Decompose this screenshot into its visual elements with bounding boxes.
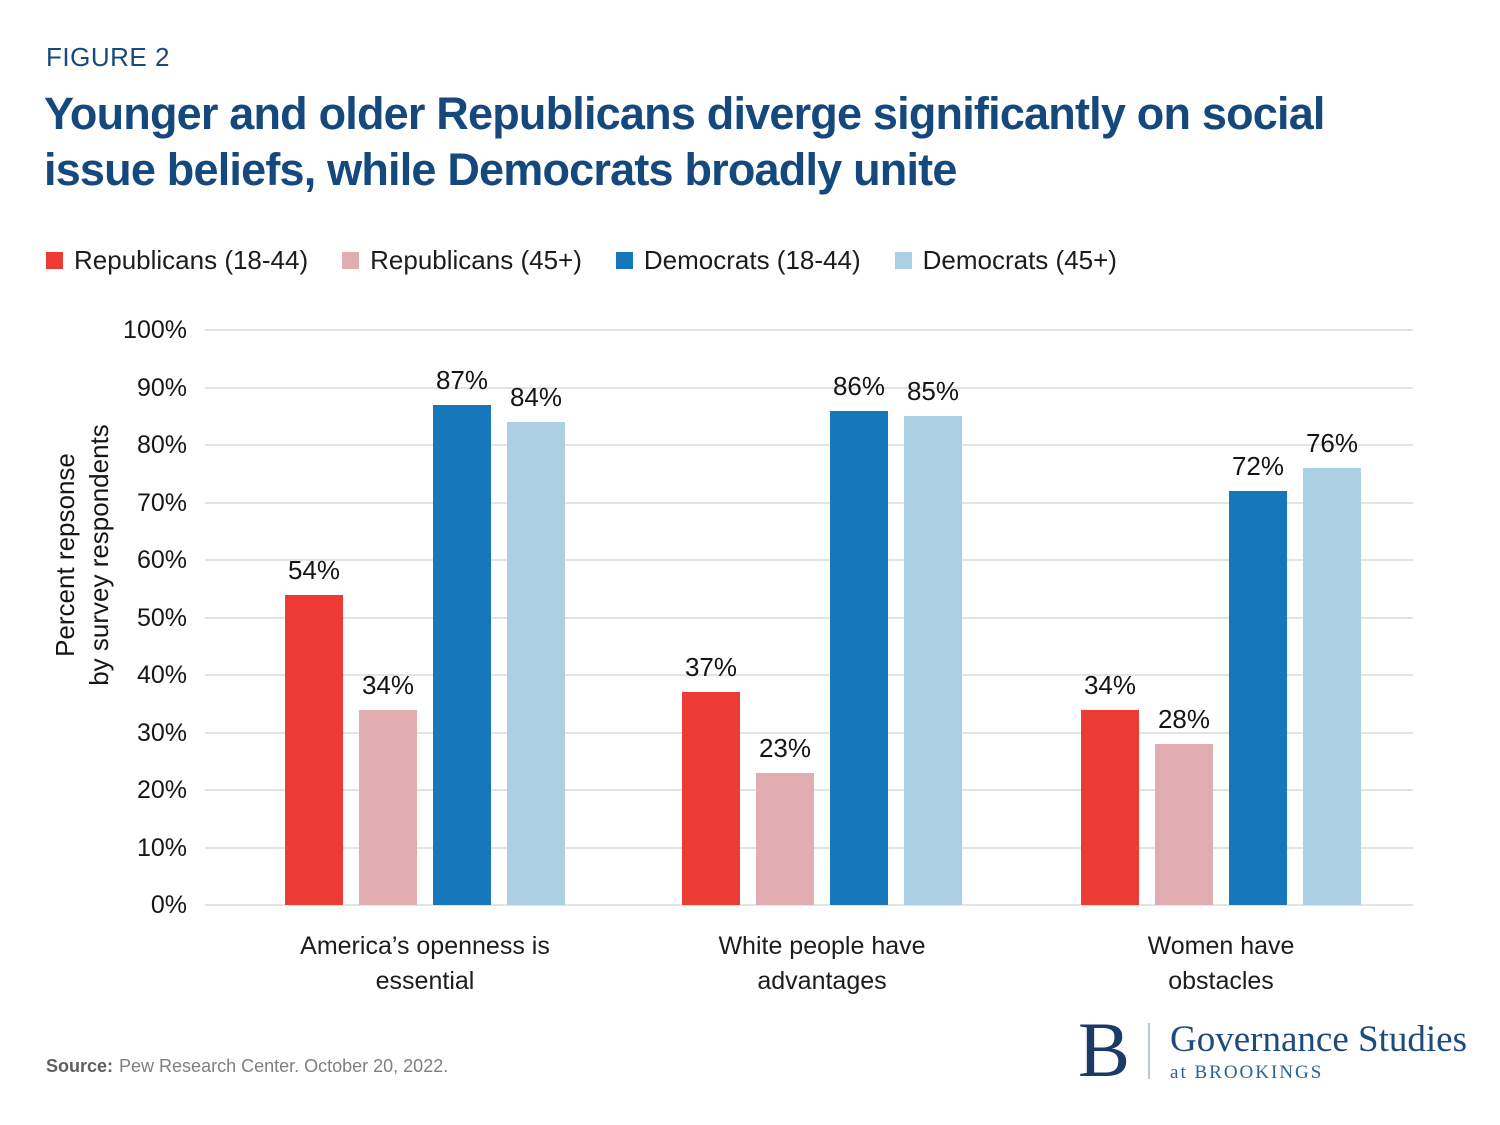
category-label-1: America’s openness is essential xyxy=(250,929,600,999)
y-axis-title-line-1: Percent repsonse xyxy=(50,453,80,657)
bar-democrats-45- xyxy=(904,416,962,905)
gridline-100 xyxy=(205,329,1413,331)
legend-swatch-icon xyxy=(615,252,633,269)
bar-column: 34% xyxy=(1081,330,1139,905)
legend: Republicans (18-44) Republicans (45+) Demo… xyxy=(46,245,1117,276)
bar-democrats-45- xyxy=(507,422,565,905)
y-tick-label-50: 50% xyxy=(136,603,187,632)
brookings-logo: B Governance Studies at BROOKINGS xyxy=(1078,1006,1467,1093)
category-label-2: White people have advantages xyxy=(647,929,997,999)
logo-text: Governance Studies at BROOKINGS xyxy=(1170,1020,1467,1084)
bar-democrats-18-44- xyxy=(433,404,491,905)
bar-value-label: 54% xyxy=(287,554,341,585)
gridline-60 xyxy=(205,559,1413,561)
source-label: Source: xyxy=(46,1056,114,1076)
y-tick-label-90: 90% xyxy=(136,373,187,402)
bar-group-1: 54% 34% 87% 84% xyxy=(285,330,565,905)
gridline-0 xyxy=(205,904,1413,906)
y-tick-label-10: 10% xyxy=(136,833,187,862)
bar-column: 72% xyxy=(1229,330,1287,905)
source-text: Pew Research Center. October 20, 2022. xyxy=(119,1056,449,1076)
legend-item-label: Democrats (18-44) xyxy=(643,245,861,275)
category-label-3: Women have obstacles xyxy=(1046,929,1396,999)
source-note: Source: Pew Research Center. October 20, … xyxy=(46,1056,448,1077)
bar-democrats-45- xyxy=(1303,468,1361,905)
bar-value-label: 34% xyxy=(1083,669,1137,700)
bar-value-label: 86% xyxy=(832,370,886,401)
gridline-40 xyxy=(205,674,1413,676)
bar-democrats-18-44- xyxy=(1229,491,1287,905)
bar-republicans-18-44- xyxy=(285,594,343,905)
bar-value-label: 72% xyxy=(1231,451,1285,481)
legend-item-1: Republicans (18-44) xyxy=(46,245,308,276)
category-label-line: America’s openness is xyxy=(300,932,550,960)
gridline-30 xyxy=(205,731,1413,734)
bar-group-3: 34% 28% 72% 76% xyxy=(1081,330,1361,905)
category-label-line: White people have xyxy=(718,932,926,960)
y-tick-label-20: 20% xyxy=(136,776,187,804)
bar-republicans-45- xyxy=(1155,744,1213,905)
chart-title-line-2: issue beliefs, while Democrats broadly u… xyxy=(44,144,957,195)
legend-item-2: Republicans (45+) xyxy=(342,245,582,276)
bar-value-label: 85% xyxy=(906,376,960,407)
legend-item-3: Democrats (18-44) xyxy=(615,245,861,276)
gridline-50 xyxy=(205,616,1413,619)
category-label-line: essential xyxy=(375,967,475,995)
bar-value-label: 87% xyxy=(435,364,489,395)
legend-item-label: Democrats (45+) xyxy=(922,245,1117,275)
bar-column: 54% xyxy=(285,330,343,905)
y-tick-label-0: 0% xyxy=(150,891,187,919)
bar-column: 34% xyxy=(359,330,417,905)
legend-item-label: Republicans (45+) xyxy=(370,245,582,275)
bar-column: 76% xyxy=(1303,330,1361,905)
bar-group-2: 37% 23% 86% 85% xyxy=(682,330,962,905)
bar-republicans-45- xyxy=(756,772,814,905)
bar-column: 28% xyxy=(1155,330,1213,905)
gridline-70 xyxy=(205,501,1413,504)
y-tick-label-40: 40% xyxy=(136,661,187,689)
bar-column: 86% xyxy=(830,330,888,905)
legend-item-label: Republicans (18-44) xyxy=(74,245,309,275)
chart-title-line-1: Younger and older Republicans diverge si… xyxy=(44,88,1325,139)
bar-value-label: 84% xyxy=(509,382,563,412)
bar-column: 85% xyxy=(904,330,962,905)
logo-subtitle: at BROOKINGS xyxy=(1170,1062,1324,1083)
bar-column: 23% xyxy=(756,330,814,905)
category-label-line: advantages xyxy=(757,967,887,995)
y-tick-label-30: 30% xyxy=(136,718,187,747)
legend-swatch-icon xyxy=(46,252,63,269)
bar-value-label: 34% xyxy=(361,669,415,700)
y-tick-label-100: 100% xyxy=(123,316,187,344)
bar-value-label: 23% xyxy=(758,732,812,763)
bar-republicans-18-44- xyxy=(682,692,740,905)
bar-republicans-18-44- xyxy=(1081,709,1139,905)
bar-republicans-45- xyxy=(359,709,417,905)
category-label-line: Women have xyxy=(1147,932,1295,960)
legend-swatch-icon xyxy=(894,252,912,269)
bar-value-label: 37% xyxy=(684,652,738,683)
bar-democrats-18-44- xyxy=(830,410,888,905)
bar-column: 37% xyxy=(682,330,740,905)
legend-item-4: Democrats (45+) xyxy=(894,245,1117,276)
bar-value-label: 76% xyxy=(1305,428,1359,458)
chart-title: Younger and older Republicans diverge si… xyxy=(44,86,1325,198)
bar-column: 87% xyxy=(433,330,491,905)
bar-column: 84% xyxy=(507,330,565,905)
y-tick-label-70: 70% xyxy=(136,488,187,517)
legend-swatch-icon xyxy=(342,252,360,269)
plot-area: 0% 10% 20% 30% 40% 50% 60% 70% 80% 90% 100% 54% 34% 8… xyxy=(123,316,1413,995)
logo-divider xyxy=(1148,1023,1151,1079)
bar-value-label: 28% xyxy=(1157,704,1211,734)
figure-label: FIGURE 2 xyxy=(46,42,170,72)
y-tick-label-80: 80% xyxy=(136,431,187,459)
category-label-line: obstacles xyxy=(1168,967,1274,995)
gridline-80 xyxy=(205,444,1413,446)
gridline-90 xyxy=(205,386,1413,389)
y-tick-label-60: 60% xyxy=(136,546,187,574)
logo-program-name: Governance Studies xyxy=(1170,1019,1467,1060)
brookings-monogram: B xyxy=(1078,1006,1131,1093)
